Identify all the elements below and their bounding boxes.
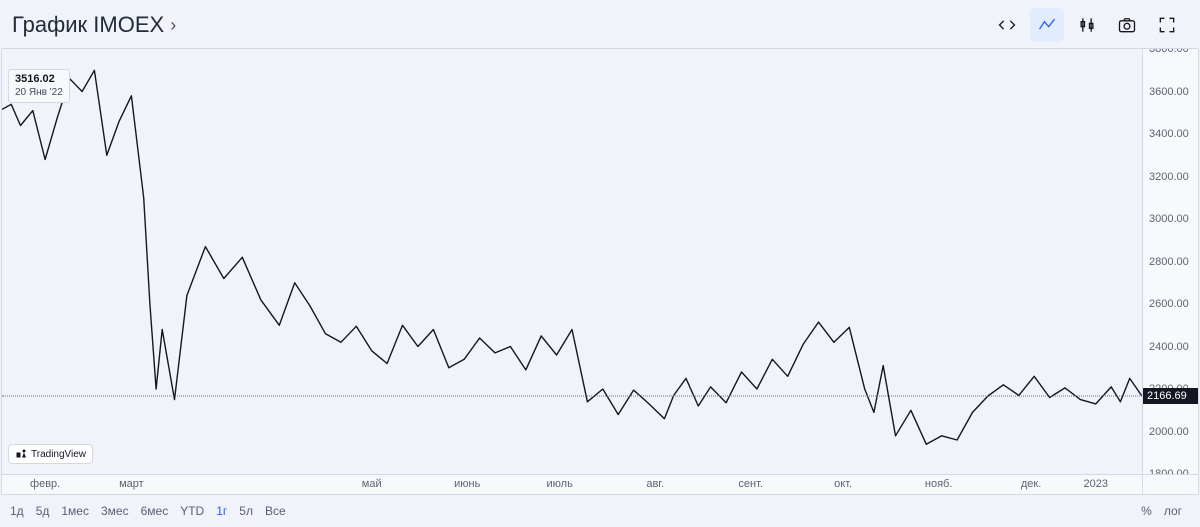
line-chart-icon bbox=[1037, 15, 1057, 35]
x-tick-label: авг. bbox=[646, 478, 664, 490]
x-tick-label: 2023 bbox=[1084, 478, 1108, 490]
range-option[interactable]: YTD bbox=[180, 504, 204, 518]
range-option[interactable]: 3мес bbox=[101, 504, 129, 518]
y-tick-label: 2600.00 bbox=[1149, 298, 1189, 310]
tooltip-value: 3516.02 bbox=[15, 73, 63, 87]
current-price-line bbox=[2, 396, 1142, 397]
snapshot-button[interactable] bbox=[1110, 8, 1144, 42]
chart-plot-area[interactable]: 3516.02 20 Янв '22 TradingView bbox=[2, 49, 1142, 474]
chart-tooltip: 3516.02 20 Янв '22 bbox=[8, 69, 70, 103]
x-tick-label: окт. bbox=[834, 478, 852, 490]
fullscreen-button[interactable] bbox=[1150, 8, 1184, 42]
range-option[interactable]: Все bbox=[265, 504, 286, 518]
range-option[interactable]: 5л bbox=[239, 504, 253, 518]
title-caret-icon: › bbox=[170, 15, 176, 36]
tradingview-badge-text: TradingView bbox=[31, 449, 86, 460]
range-option[interactable]: 1д bbox=[10, 504, 24, 518]
percent-toggle[interactable]: % bbox=[1141, 504, 1152, 518]
camera-icon bbox=[1117, 15, 1137, 35]
x-tick-label: февр. bbox=[30, 478, 60, 490]
line-chart-button[interactable] bbox=[1030, 8, 1064, 42]
range-option[interactable]: 1г bbox=[216, 504, 227, 518]
chart-svg bbox=[2, 49, 1142, 474]
time-range-selector: 1д 5д 1мес 3мес 6мес YTD 1г 5л Все bbox=[10, 504, 286, 518]
fullscreen-icon bbox=[1157, 15, 1177, 35]
scale-options: % лог bbox=[1141, 504, 1190, 518]
x-tick-label: июнь bbox=[454, 478, 480, 490]
y-axis[interactable]: 1800.002000.002200.002400.002600.002800.… bbox=[1142, 49, 1198, 474]
chart-toolbar bbox=[990, 8, 1184, 42]
chart-title[interactable]: График IMOEX › bbox=[12, 12, 176, 38]
candlestick-button[interactable] bbox=[1070, 8, 1104, 42]
log-toggle[interactable]: лог bbox=[1164, 504, 1182, 518]
y-tick-label: 3000.00 bbox=[1149, 213, 1189, 225]
tradingview-logo-icon bbox=[15, 448, 27, 460]
y-tick-label: 2800.00 bbox=[1149, 256, 1189, 268]
x-tick-label: дек. bbox=[1021, 478, 1041, 490]
y-tick-label: 3600.00 bbox=[1149, 86, 1189, 98]
range-option[interactable]: 6мес bbox=[141, 504, 169, 518]
x-tick-label: нояб. bbox=[925, 478, 953, 490]
candlestick-icon bbox=[1077, 15, 1097, 35]
y-tick-label: 3800.00 bbox=[1149, 48, 1189, 55]
x-tick-label: май bbox=[362, 478, 382, 490]
title-text: График IMOEX bbox=[12, 12, 164, 38]
x-tick-label: июль bbox=[547, 478, 573, 490]
y-tick-label: 2000.00 bbox=[1149, 426, 1189, 438]
y-tick-label: 3400.00 bbox=[1149, 128, 1189, 140]
x-tick-label: сент. bbox=[738, 478, 763, 490]
y-tick-label: 2400.00 bbox=[1149, 341, 1189, 353]
tradingview-badge[interactable]: TradingView bbox=[8, 444, 93, 464]
range-option[interactable]: 1мес bbox=[61, 504, 89, 518]
chart-container: 3516.02 20 Янв '22 TradingView 1800.0020… bbox=[1, 48, 1199, 495]
x-axis[interactable]: февр. март май июнь июль авг. сент. окт. нояб. де… bbox=[2, 474, 1142, 494]
y-tick-label: 3200.00 bbox=[1149, 171, 1189, 183]
embed-button[interactable] bbox=[990, 8, 1024, 42]
x-tick-label: март bbox=[119, 478, 144, 490]
code-icon bbox=[997, 15, 1017, 35]
range-option[interactable]: 5д bbox=[36, 504, 50, 518]
tooltip-date: 20 Янв '22 bbox=[15, 87, 63, 100]
current-price-badge: 2166.69 bbox=[1143, 388, 1198, 404]
bottom-bar: 1д 5д 1мес 3мес 6мес YTD 1г 5л Все % лог bbox=[10, 501, 1190, 521]
axis-corner bbox=[1142, 474, 1198, 494]
